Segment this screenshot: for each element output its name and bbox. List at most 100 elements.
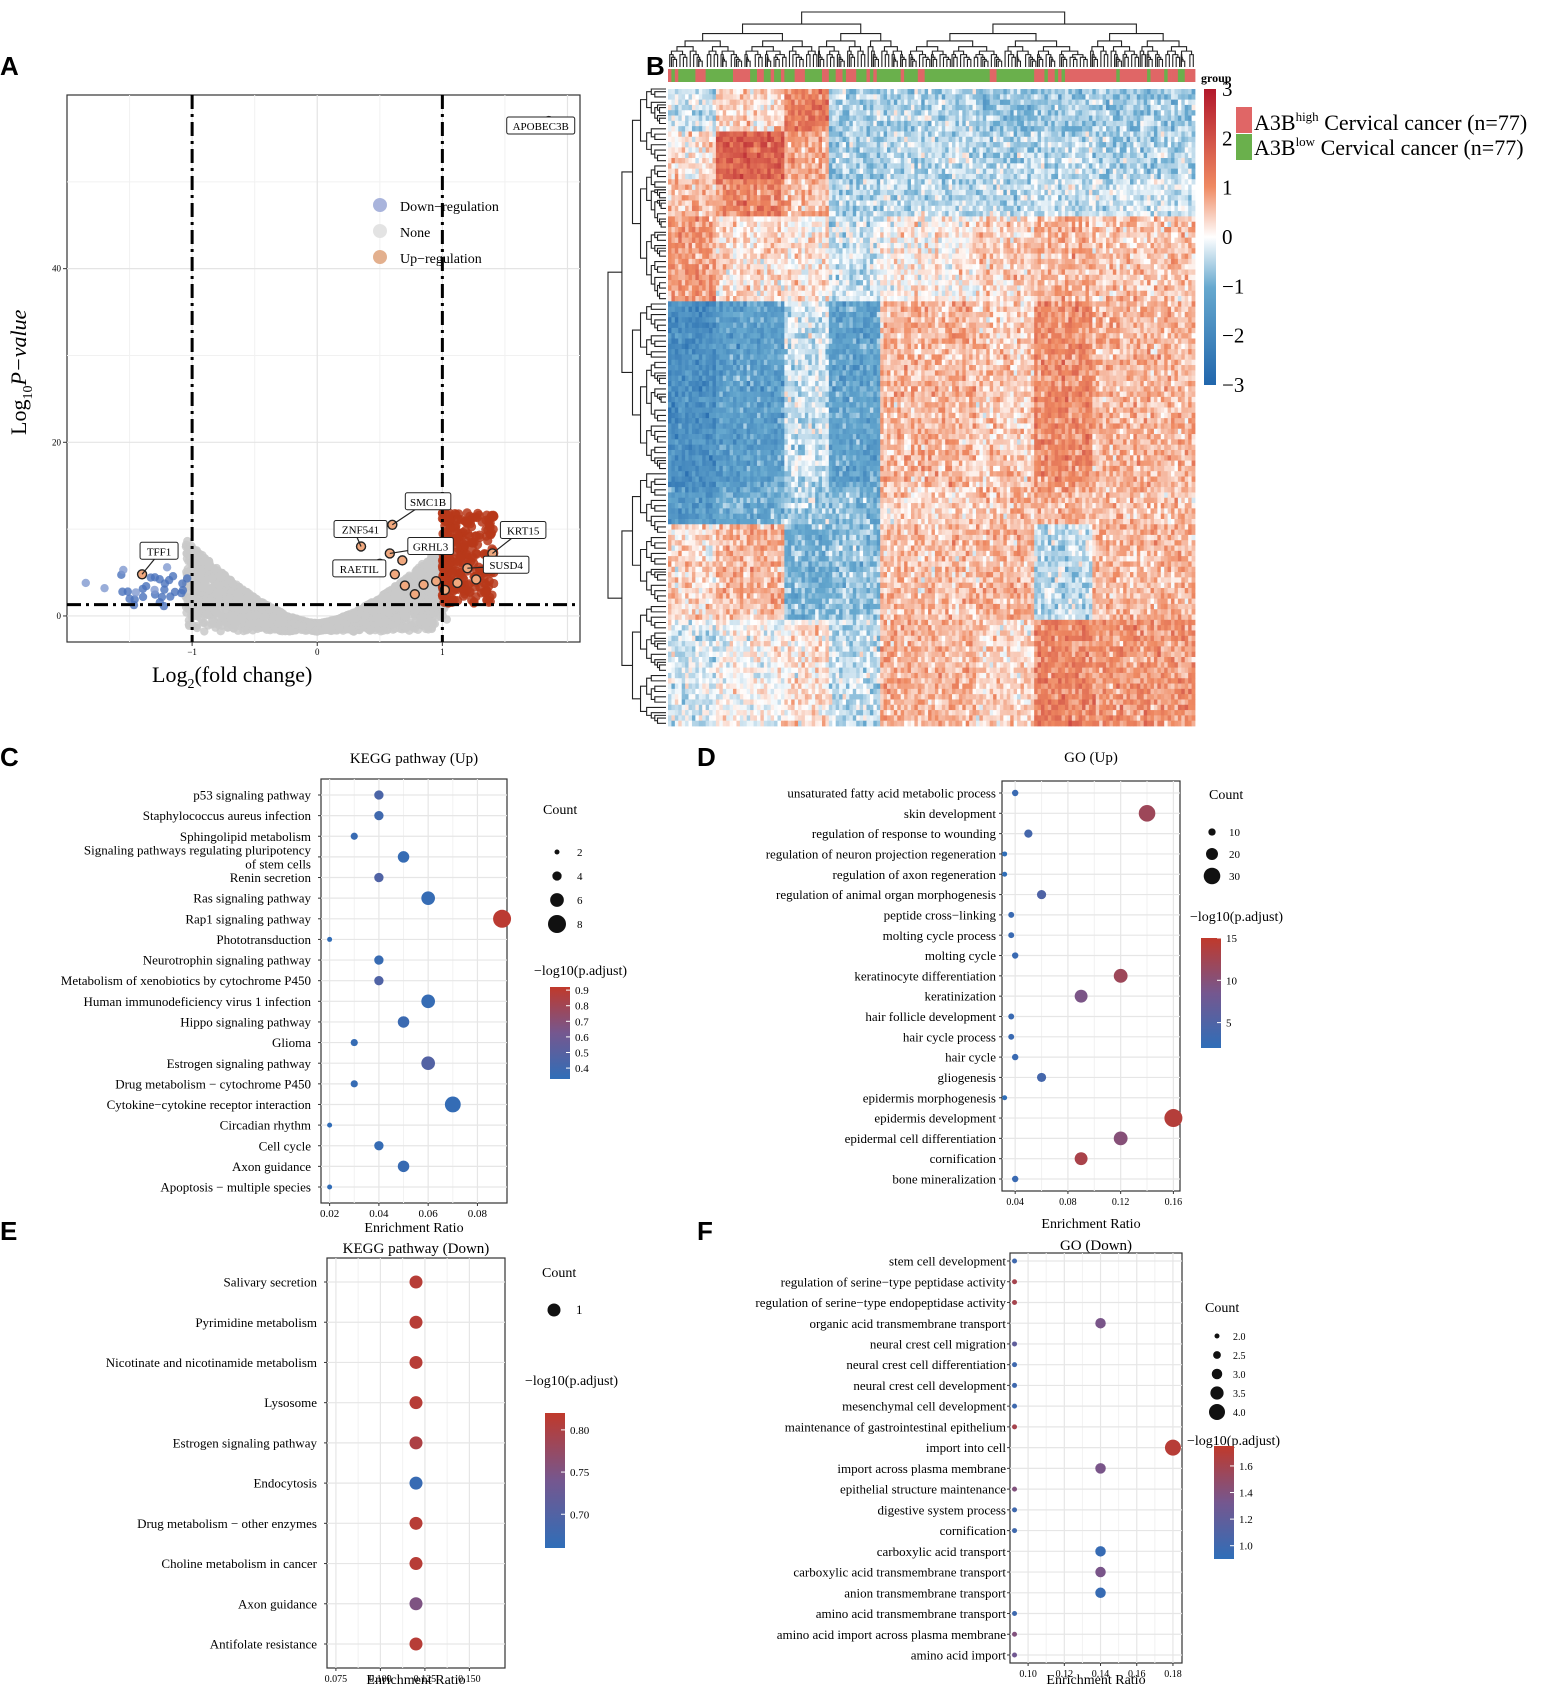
heatmap-cell: [1000, 89, 1004, 95]
heatmap-cell: [986, 121, 990, 127]
heatmap-cell: [1085, 116, 1089, 122]
heatmap-cell: [1044, 94, 1048, 100]
heatmap-cell: [1038, 89, 1042, 95]
heatmap-cell: [959, 100, 963, 106]
heatmap-cell: [798, 137, 802, 143]
heatmap-cell: [668, 116, 672, 122]
heatmap-cell: [1044, 121, 1048, 127]
heatmap-cell: [1031, 131, 1035, 137]
heatmap-cell: [801, 126, 805, 132]
group-cell: [962, 69, 966, 82]
heatmap-cell: [846, 110, 850, 116]
heatmap-cell: [733, 131, 737, 137]
heatmap-cell: [682, 131, 686, 137]
heatmap-cell: [897, 116, 901, 122]
volcano-point-down: [124, 587, 132, 595]
heatmap-cell: [877, 100, 881, 106]
heatmap-cell: [894, 137, 898, 143]
heatmap-cell: [997, 110, 1001, 116]
heatmap-cell: [750, 94, 754, 100]
heatmap-cell: [754, 94, 758, 100]
heatmap-cell: [993, 121, 997, 127]
heatmap-cell: [863, 116, 867, 122]
heatmap-cell: [1072, 121, 1076, 127]
heatmap-cell: [973, 94, 977, 100]
heatmap-cell: [716, 110, 720, 116]
heatmap-cell: [911, 89, 915, 95]
volcano-point-down: [169, 572, 177, 580]
group-cell: [952, 69, 956, 82]
dendrogram-branch: [658, 235, 666, 240]
volcano-point-up-highlight: [398, 556, 407, 565]
dendrogram-branch: [926, 59, 929, 67]
heatmap-cell: [1168, 121, 1172, 127]
heatmap-cell: [808, 121, 812, 127]
heatmap-cell: [1147, 100, 1151, 106]
heatmap-cell: [757, 105, 761, 111]
heatmap-cell: [736, 89, 740, 95]
heatmap-cell: [843, 105, 847, 111]
heatmap-cell: [730, 137, 734, 143]
heatmap-cell: [668, 137, 672, 143]
volcano-point-down: [177, 589, 185, 597]
heatmap-cell: [836, 105, 840, 111]
heatmap-cell: [1007, 89, 1011, 95]
heatmap-cell: [1188, 105, 1192, 111]
volcano-point-none: [335, 624, 343, 632]
heatmap-cell: [1079, 94, 1083, 100]
volcano-point-up: [473, 509, 482, 518]
heatmap-cell: [935, 137, 939, 143]
heatmap-cell: [932, 94, 936, 100]
heatmap-cell: [706, 100, 710, 106]
heatmap-cell: [1120, 94, 1124, 100]
heatmap-cell: [760, 131, 764, 137]
heatmap-cell: [908, 110, 912, 116]
heatmap-cell: [969, 121, 973, 127]
heatmap-cell: [750, 131, 754, 137]
heatmap-cell: [979, 94, 983, 100]
heatmap-cell: [935, 121, 939, 127]
heatmap-cell: [1075, 105, 1079, 111]
heatmap-cell: [699, 89, 703, 95]
heatmap-cell: [1178, 126, 1182, 132]
dendrogram-branch: [738, 61, 741, 67]
heatmap-cell: [716, 131, 720, 137]
heatmap-cell: [1089, 100, 1093, 106]
heatmap-cell: [702, 137, 706, 143]
volcano-point-none: [420, 618, 428, 626]
heatmap-cell: [726, 94, 730, 100]
heatmap-cell: [983, 116, 987, 122]
heatmap-cell: [1034, 94, 1038, 100]
dendrogram-branch: [947, 59, 950, 67]
y-tick-label: 40: [52, 264, 62, 274]
heatmap-cell: [976, 116, 980, 122]
heatmap-cell: [973, 100, 977, 106]
dendrogram-branch: [658, 325, 666, 330]
heatmap-cell: [1106, 116, 1110, 122]
heatmap-cell: [1099, 94, 1103, 100]
heatmap-cell: [1181, 100, 1185, 106]
heatmap-cell: [911, 105, 915, 111]
dendrogram-branch: [641, 480, 647, 512]
heatmap-cell: [952, 100, 956, 106]
heatmap-cell: [839, 116, 843, 122]
heatmap-cell: [1062, 131, 1066, 137]
heatmap-cell: [736, 131, 740, 137]
heatmap-cell: [849, 116, 853, 122]
heatmap-cell: [774, 94, 778, 100]
heatmap-cell: [832, 137, 836, 143]
heatmap-cell: [986, 89, 990, 95]
heatmap-cell: [675, 116, 679, 122]
heatmap-cell: [1116, 105, 1120, 111]
heatmap-cell: [771, 121, 775, 127]
heatmap-cell: [812, 131, 816, 137]
heatmap-cell: [1027, 121, 1031, 127]
heatmap-cell: [1041, 121, 1045, 127]
heatmap-cell: [825, 89, 829, 95]
heatmap-cell: [671, 126, 675, 132]
heatmap-cell: [801, 94, 805, 100]
heatmap-cell: [1130, 105, 1134, 111]
dendrogram-branch: [927, 41, 973, 47]
heatmap-cell: [959, 126, 963, 132]
